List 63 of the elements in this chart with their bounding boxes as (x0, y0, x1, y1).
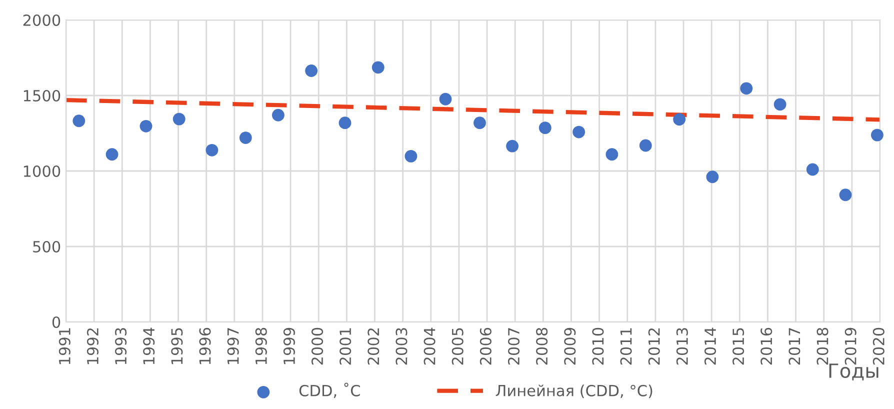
point (774, 98, 786, 111)
point (305, 64, 318, 77)
y-tick-label: 2000 (23, 14, 60, 26)
x-axis-title: Годы (829, 364, 878, 380)
point (140, 120, 152, 132)
x-tick-label: 2011 (620, 328, 632, 365)
x-tick-label: 2008 (536, 328, 548, 365)
x-tick-label: 2012 (648, 328, 660, 365)
x-tick-label: 1991 (58, 328, 70, 364)
x-tick-label: 2014 (704, 328, 716, 365)
x-tick-label: 2001 (340, 328, 352, 365)
point (239, 132, 252, 144)
y-tick-label: 1000 (24, 165, 60, 178)
point (506, 140, 519, 152)
x-tick-label: 1998 (255, 328, 267, 364)
point (572, 126, 586, 138)
x-tick-label: 2007 (508, 328, 520, 365)
x-tick-label: 2004 (424, 328, 436, 365)
point (172, 112, 186, 126)
x-tick-label: 2020 (872, 328, 884, 365)
point (106, 148, 118, 161)
x-tick-label: 2018 (816, 328, 828, 365)
x-tick-label: 1996 (199, 328, 211, 364)
x-tick-label: 2002 (368, 328, 380, 365)
point (474, 116, 486, 130)
x-tick-label: 2013 (676, 328, 688, 365)
x-tick-label: 2016 (760, 328, 772, 365)
x-tick-label: 2003 (396, 328, 408, 365)
point (806, 163, 819, 176)
point (538, 122, 552, 134)
y-tick-label: 1500 (24, 90, 60, 102)
point (206, 144, 218, 156)
x-tick-label: 2017 (788, 328, 800, 365)
point (272, 108, 284, 122)
x-tick-label: 1994 (143, 328, 155, 364)
point (606, 148, 618, 161)
point (404, 150, 418, 162)
point (72, 114, 86, 128)
point (839, 188, 852, 202)
y-tick-label: 500 (33, 240, 60, 253)
point (870, 128, 884, 142)
x-tick-label: 2005 (452, 328, 464, 365)
legend-label: CDD, ˚C (299, 382, 360, 398)
point (740, 82, 753, 95)
x-tick-label: 2000 (311, 328, 324, 365)
point (639, 139, 652, 152)
x-tick-label: 2010 (592, 328, 604, 365)
x-tick-label: 2019 (844, 328, 856, 365)
x-tick-label: 1997 (227, 328, 239, 364)
point (706, 170, 719, 184)
point (338, 116, 352, 130)
point (439, 92, 452, 106)
x-tick-label: 1995 (171, 328, 183, 364)
x-tick-label: 2015 (732, 328, 744, 365)
legend-label: Линейная (CDD, °C) (496, 384, 652, 398)
x-tick-label: 1999 (283, 328, 295, 364)
point (673, 113, 686, 126)
x-tick-label: 1992 (86, 328, 98, 364)
x-tick-label: 2009 (564, 328, 576, 365)
y-tick-label: 0 (52, 316, 60, 328)
point (372, 61, 384, 74)
x-tick-label: 2006 (480, 328, 492, 365)
x-tick-label: 1993 (115, 328, 127, 364)
